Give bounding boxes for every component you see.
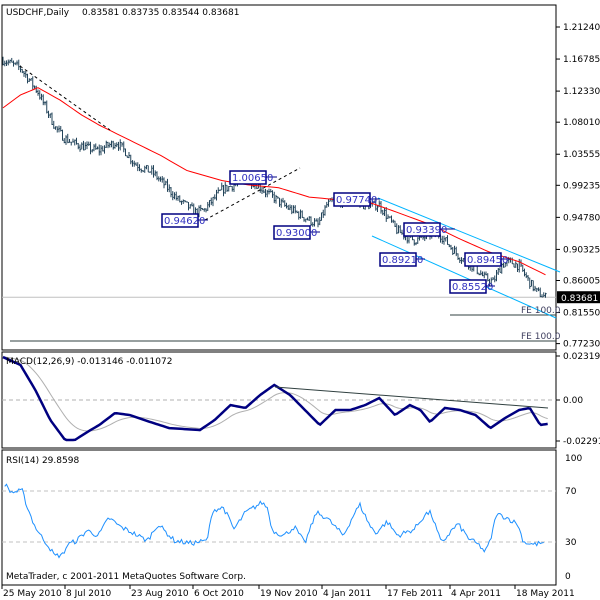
macd-trend-line <box>274 386 549 409</box>
date-axis-label: 8 Jul 2010 <box>66 589 111 599</box>
price-axis-label: 0.77230 <box>563 340 600 350</box>
price-axis-label: 0.81550 <box>563 309 600 319</box>
macd-main-line <box>2 355 548 442</box>
chart-ohlc: 0.83581 0.83735 0.83544 0.83681 <box>82 8 239 18</box>
annotation-label: 1.00650 <box>232 173 273 184</box>
rsi-layer <box>2 483 556 559</box>
annotation-label: 0.89450 <box>467 255 508 266</box>
annotation-box <box>449 279 487 294</box>
price-axis-label: 0.90325 <box>563 245 600 255</box>
price-axis-label: 1.16785 <box>563 55 600 65</box>
rsi-axis-label: 30 <box>565 538 577 548</box>
trend-line-dashed <box>19 65 111 131</box>
price-axis-label: 0.86005 <box>563 276 600 286</box>
annotation-label: 0.97740 <box>336 195 377 206</box>
rsi-axis-label: 70 <box>565 487 577 497</box>
date-axis-label: 23 Aug 2010 <box>131 589 189 599</box>
rsi-axis-label: 0 <box>565 572 571 582</box>
moving-average-line <box>2 87 546 276</box>
annotation-box <box>333 192 371 207</box>
date-axis-label: 25 May 2010 <box>3 589 62 599</box>
annotation-label: 0.93000 <box>276 228 317 239</box>
price-layer: 0.94620 1.00650 0.97740 0.93000 0.93390 0.892… <box>2 56 561 342</box>
annotation-label: 0.94620 <box>164 216 205 227</box>
fe-label: FE 100.0 <box>521 332 561 342</box>
price-panel <box>1 4 557 351</box>
annotation-label: 0.85520 <box>452 282 493 293</box>
macd-axis-label: 0.023194 <box>563 352 600 362</box>
channel-upper-line <box>377 197 561 273</box>
annotation-box <box>273 225 311 240</box>
date-axis-label: 17 Feb 2011 <box>387 589 443 599</box>
annotation-label: 0.93390 <box>406 225 447 236</box>
annotation-box <box>464 252 502 267</box>
rsi-panel <box>1 449 557 586</box>
chart-symbol: USDCHF,Daily <box>6 8 70 18</box>
price-axis-label: 1.12330 <box>563 87 600 97</box>
rsi-title: RSI(14) 29.8598 <box>6 456 79 466</box>
macd-title: MACD(12,26,9) -0.013146 -0.011072 <box>6 357 172 367</box>
rsi-line <box>4 483 544 559</box>
copyright: MetaTrader, c 2001-2011 MetaQuotes Softw… <box>6 572 246 582</box>
current-price-label: 0.83681 <box>561 294 598 304</box>
macd-axis-label: -0.02291 <box>563 437 600 447</box>
date-axis-label: 4 Jan 2011 <box>323 589 371 599</box>
price-axis-label: 1.08010 <box>563 118 600 128</box>
price-axis-label: 1.21240 <box>563 23 600 33</box>
current-price-tag <box>557 291 600 304</box>
price-axis-label: 1.03555 <box>563 150 600 160</box>
date-axis-label: 18 May 2011 <box>516 589 575 599</box>
fe-label: FE 100.0 <box>521 306 561 316</box>
annotation-box <box>379 252 417 267</box>
annotation-label: 0.89210 <box>382 255 423 266</box>
trend-line-dashed <box>204 167 301 221</box>
macd-axis-label: 0.00 <box>563 396 583 406</box>
axes-layer: 1.21240 1.16785 1.12330 1.08010 1.03555 0.992… <box>1 23 600 599</box>
rsi-axis-label: 100 <box>565 454 582 464</box>
channel-lower-line <box>371 235 557 319</box>
annotation-box <box>229 170 267 185</box>
macd-layer <box>2 355 556 442</box>
annotation-box <box>161 213 199 228</box>
price-axis-label: 0.94780 <box>563 213 600 223</box>
date-axis-label: 19 Nov 2010 <box>260 589 318 599</box>
annotation-box <box>403 222 441 237</box>
date-axis-label: 4 Apr 2011 <box>451 589 501 599</box>
price-axis-label: 0.99235 <box>563 181 600 191</box>
date-axis-label: 6 Oct 2010 <box>194 589 244 599</box>
